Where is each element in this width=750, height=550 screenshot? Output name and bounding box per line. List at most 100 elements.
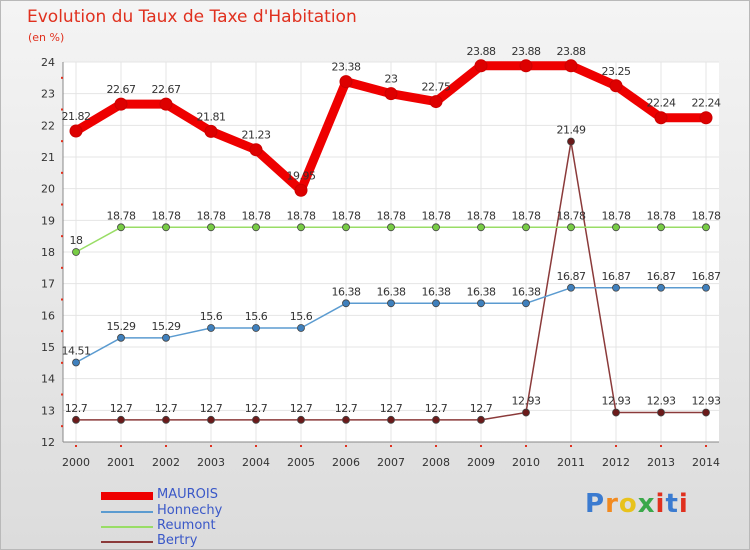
x-minor-tick — [570, 445, 572, 447]
data-label-maurois: 19.95 — [287, 169, 316, 182]
data-point-honnechy — [702, 283, 710, 292]
data-point-honnechy — [567, 283, 575, 292]
x-tick-label: 2004 — [242, 456, 270, 469]
data-label-bertry: 12.7 — [155, 402, 178, 415]
data-point-honnechy — [252, 324, 260, 332]
y-minor-tick — [61, 393, 63, 396]
logo-letter: P — [585, 489, 606, 519]
data-point-bertry — [567, 137, 575, 146]
data-label-maurois: 23.38 — [332, 61, 361, 74]
y-tick-label: 21 — [41, 151, 55, 164]
y-minor-tick — [61, 108, 63, 111]
data-point-maurois — [114, 97, 128, 111]
data-label-bertry: 12.7 — [380, 402, 403, 415]
chart-subtitle: (en %) — [28, 31, 65, 44]
data-label-bertry: 12.7 — [200, 402, 223, 415]
data-point-reumont — [702, 223, 710, 232]
legend-label-bertry: Bertry — [157, 533, 198, 548]
y-minor-tick — [61, 330, 63, 333]
data-label-honnechy: 16.38 — [332, 285, 361, 298]
data-point-bertry — [252, 415, 260, 424]
data-point-bertry — [657, 408, 665, 417]
data-label-honnechy: 16.38 — [377, 285, 406, 298]
data-label-honnechy: 16.87 — [557, 270, 586, 283]
x-tick-label: 2011 — [557, 456, 585, 469]
data-point-bertry — [387, 415, 395, 424]
x-minor-tick — [390, 445, 392, 447]
data-point-reumont — [117, 223, 125, 232]
x-tick-label: 2009 — [467, 456, 495, 469]
legend-swatch-honnechy — [101, 511, 153, 513]
data-point-maurois — [474, 59, 488, 73]
y-minor-tick — [61, 140, 63, 143]
data-label-honnechy: 14.51 — [62, 345, 91, 358]
data-point-bertry — [297, 415, 305, 424]
data-point-honnechy — [117, 333, 125, 342]
y-minor-tick — [61, 235, 63, 238]
data-point-honnechy — [657, 283, 665, 292]
data-point-maurois — [564, 59, 578, 73]
y-minor-tick — [61, 298, 63, 301]
data-label-bertry: 12.7 — [470, 402, 493, 415]
data-label-maurois: 22.24 — [647, 97, 676, 110]
data-point-reumont — [477, 223, 485, 232]
data-point-honnechy — [387, 299, 395, 308]
data-point-bertry — [612, 408, 620, 417]
data-point-honnechy — [162, 333, 170, 342]
data-label-reumont: 18.78 — [467, 209, 496, 222]
y-minor-tick — [61, 361, 63, 364]
data-point-reumont — [207, 223, 215, 232]
data-point-honnechy — [477, 299, 485, 308]
data-point-maurois — [699, 111, 713, 125]
data-label-bertry: 12.7 — [65, 402, 88, 415]
data-point-bertry — [702, 408, 710, 417]
logo-letter: i — [655, 489, 666, 519]
x-tick-label: 2001 — [107, 456, 135, 469]
data-point-maurois — [249, 143, 263, 157]
data-label-bertry: 12.7 — [245, 402, 268, 415]
x-minor-tick — [660, 445, 662, 447]
legend-label-honnechy: Honnechy — [157, 503, 223, 518]
data-label-honnechy: 16.38 — [467, 285, 496, 298]
proxiti-logo: Proxiti — [585, 489, 689, 519]
x-minor-tick — [75, 445, 77, 447]
data-label-reumont: 18.78 — [107, 209, 136, 222]
legend-swatch-reumont — [101, 526, 153, 528]
legend-label-reumont: Reumont — [157, 518, 216, 533]
data-point-maurois — [204, 124, 218, 138]
data-label-honnechy: 16.38 — [512, 285, 541, 298]
y-tick-label: 13 — [41, 404, 55, 417]
x-minor-tick — [525, 445, 527, 447]
data-label-reumont: 18.78 — [152, 209, 181, 222]
data-label-reumont: 18.78 — [242, 209, 271, 222]
y-tick-label: 20 — [41, 183, 55, 196]
x-tick-label: 2003 — [197, 456, 225, 469]
data-label-reumont: 18.78 — [332, 209, 361, 222]
data-point-reumont — [297, 223, 305, 232]
data-label-bertry: 21.49 — [557, 123, 586, 136]
data-point-bertry — [522, 408, 530, 417]
x-tick-label: 2000 — [62, 456, 90, 469]
data-label-maurois: 23.88 — [557, 45, 586, 58]
data-label-bertry: 12.93 — [692, 395, 721, 408]
data-point-maurois — [294, 183, 308, 197]
data-point-maurois — [609, 79, 623, 93]
data-label-honnechy: 16.38 — [422, 285, 451, 298]
y-tick-label: 24 — [41, 56, 55, 69]
y-minor-tick — [61, 425, 63, 428]
data-label-honnechy: 16.87 — [602, 270, 631, 283]
y-tick-label: 17 — [41, 278, 55, 291]
data-point-reumont — [162, 223, 170, 232]
data-label-maurois: 23 — [385, 73, 398, 86]
data-point-bertry — [72, 415, 80, 424]
data-label-bertry: 12.93 — [512, 395, 541, 408]
x-tick-label: 2014 — [692, 456, 720, 469]
data-point-maurois — [384, 87, 398, 101]
data-point-bertry — [117, 415, 125, 424]
logo-letter: r — [605, 489, 619, 519]
data-label-reumont: 18.78 — [602, 209, 631, 222]
legend-label-maurois: MAUROIS — [157, 487, 218, 502]
data-point-maurois — [159, 97, 173, 111]
data-point-honnechy — [207, 324, 215, 332]
